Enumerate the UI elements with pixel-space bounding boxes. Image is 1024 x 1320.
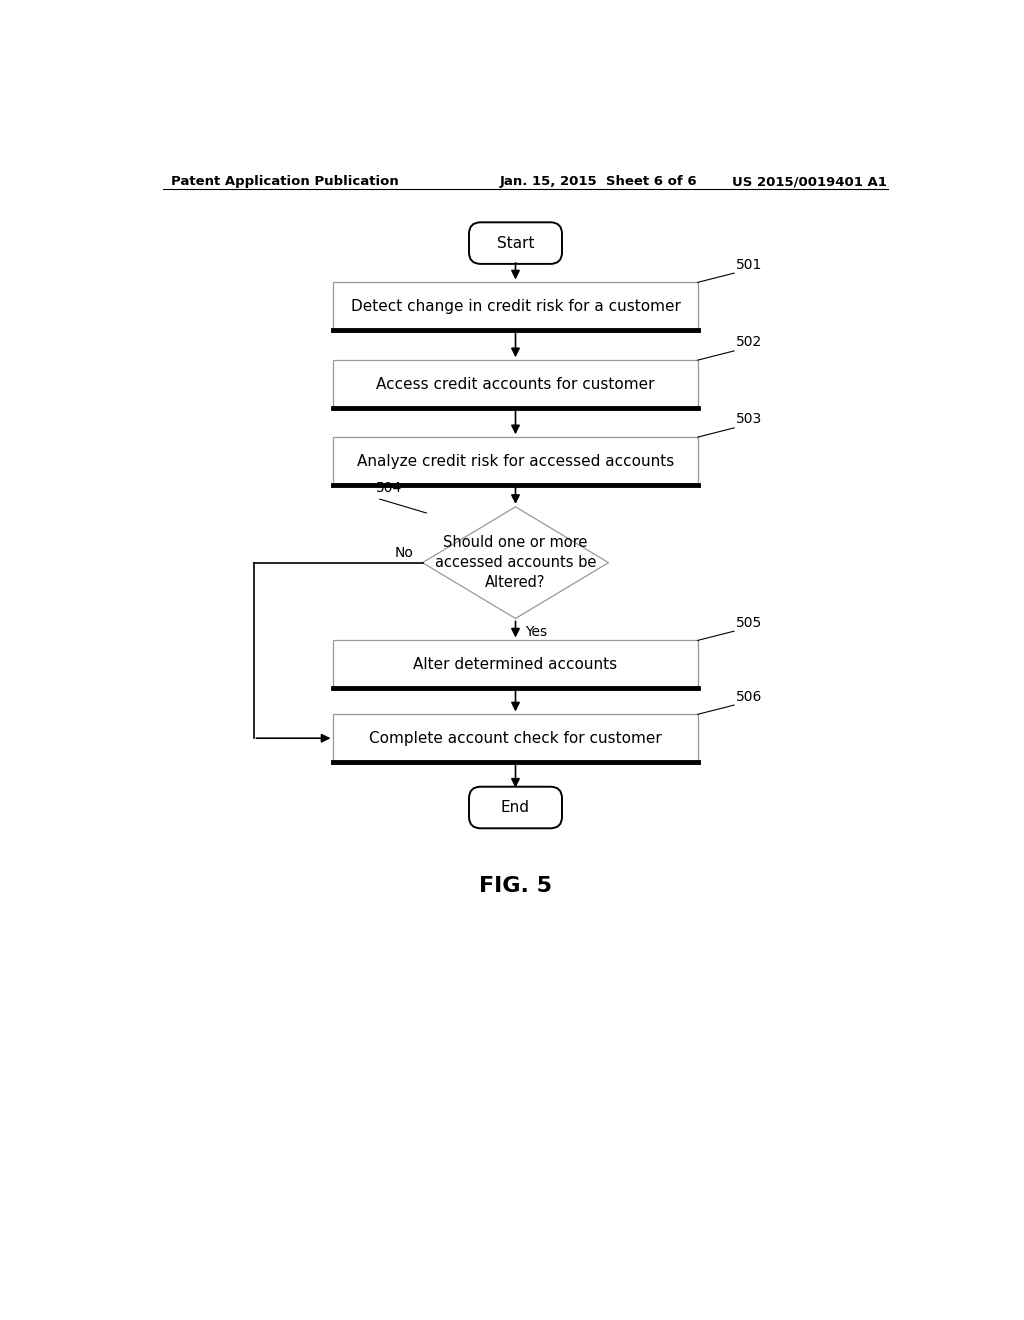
Text: Complete account check for customer: Complete account check for customer	[369, 731, 662, 746]
FancyBboxPatch shape	[334, 360, 697, 408]
Text: 504: 504	[376, 482, 402, 495]
Text: 501: 501	[736, 257, 763, 272]
Polygon shape	[423, 507, 608, 619]
Text: Jan. 15, 2015  Sheet 6 of 6: Jan. 15, 2015 Sheet 6 of 6	[500, 176, 697, 189]
FancyBboxPatch shape	[469, 222, 562, 264]
Text: FIG. 5: FIG. 5	[479, 876, 552, 896]
Text: Access credit accounts for customer: Access credit accounts for customer	[376, 376, 654, 392]
Text: Alter determined accounts: Alter determined accounts	[414, 657, 617, 672]
Text: Analyze credit risk for accessed accounts: Analyze credit risk for accessed account…	[357, 454, 674, 469]
Text: US 2015/0019401 A1: US 2015/0019401 A1	[732, 176, 888, 189]
Text: 502: 502	[736, 335, 763, 350]
FancyBboxPatch shape	[334, 282, 697, 330]
Text: End: End	[501, 800, 530, 814]
Text: No: No	[394, 546, 414, 561]
Text: 503: 503	[736, 412, 763, 426]
Text: Should one or more
accessed accounts be
Altered?: Should one or more accessed accounts be …	[435, 536, 596, 590]
Text: Yes: Yes	[524, 624, 547, 639]
FancyBboxPatch shape	[334, 714, 697, 762]
Text: 506: 506	[736, 689, 763, 704]
Text: Start: Start	[497, 235, 535, 251]
FancyBboxPatch shape	[334, 640, 697, 688]
FancyBboxPatch shape	[469, 787, 562, 829]
Text: 505: 505	[736, 615, 763, 630]
Text: Detect change in credit risk for a customer: Detect change in credit risk for a custo…	[350, 298, 680, 314]
FancyBboxPatch shape	[334, 437, 697, 484]
Text: Patent Application Publication: Patent Application Publication	[171, 176, 398, 189]
